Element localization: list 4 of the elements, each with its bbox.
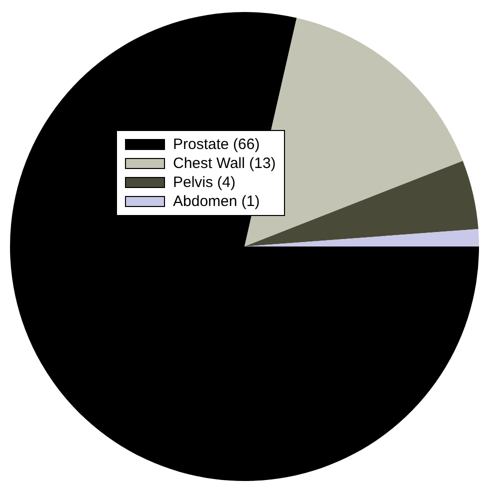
- legend-label: Prostate (66): [173, 136, 260, 153]
- legend-label: Pelvis (4): [173, 174, 236, 191]
- legend-label: Abdomen (1): [173, 193, 260, 210]
- legend-label: Chest Wall (13): [173, 155, 276, 172]
